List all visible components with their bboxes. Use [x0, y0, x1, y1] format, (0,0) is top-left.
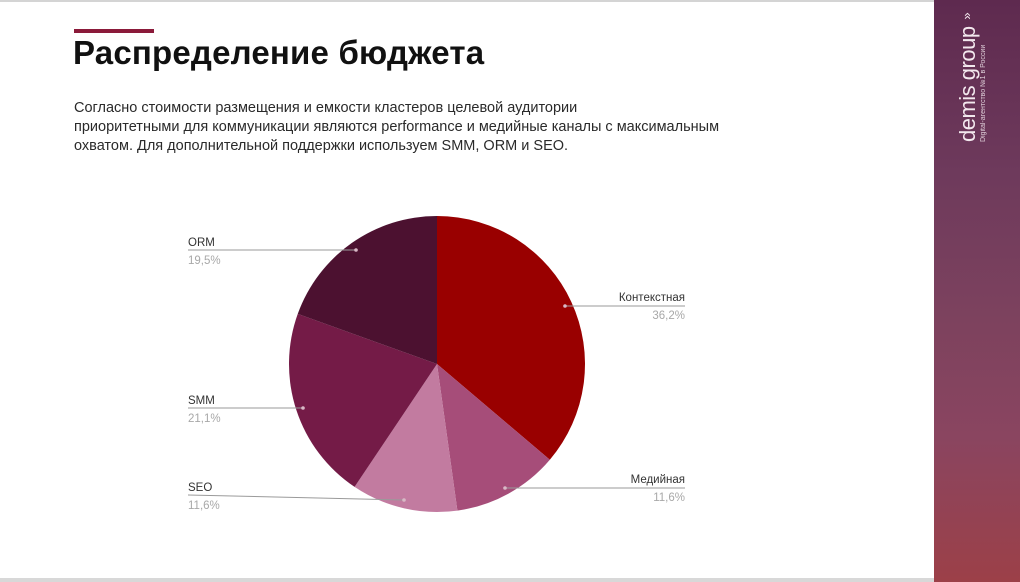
pie-label-media: Медийная 11,6%: [631, 473, 685, 505]
slice-name: ORM: [188, 237, 215, 249]
slide-title: Распределение бюджета: [73, 34, 485, 71]
description-line: приоритетными для коммуникации являются …: [74, 119, 720, 135]
pie-label-context: Контекстная 36,2%: [619, 291, 685, 323]
pie-slice: [437, 364, 550, 511]
brand-tagline: Digital-агентство №1 в России: [980, 44, 987, 142]
slice-name: Контекстная: [618, 292, 685, 304]
pie-label-seo: SEO 11,6%: [188, 481, 220, 513]
description-line: охватом. Для дополнительной поддержки ис…: [74, 138, 569, 154]
slice-name: SEO: [188, 482, 213, 494]
slice-name: Медийная: [630, 474, 685, 486]
leader-dot: [301, 406, 305, 410]
slide-bottom-border: [0, 578, 934, 582]
leader-dot: [402, 498, 406, 502]
leader-dot: [503, 486, 507, 490]
budget-pie-chart: [187, 216, 685, 512]
brand-sidebar: [934, 0, 1020, 582]
description-line: Согласно стоимости размещения и емкости …: [74, 100, 578, 116]
pie-slice: [289, 313, 437, 487]
slice-name: SMM: [188, 395, 215, 407]
slice-percent: 19,5%: [188, 255, 221, 267]
slice-percent: 36,2%: [652, 310, 685, 322]
brand-name: demis group: [955, 26, 980, 142]
pie-slice: [354, 364, 458, 512]
slice-percent: 11,6%: [653, 492, 685, 504]
leader-lines: [187, 248, 685, 502]
pie-slices: [289, 216, 585, 512]
double-chevron-up-icon: »: [959, 12, 974, 20]
title-accent-bar: [74, 29, 154, 33]
pie-label-smm: SMM 21,1%: [188, 394, 221, 426]
leader-line: [187, 494, 405, 501]
slice-percent: 21,1%: [188, 413, 221, 425]
leader-dot: [563, 304, 567, 308]
slide-top-border: [0, 0, 934, 2]
slide-description: Согласно стоимости размещения и емкости …: [74, 99, 774, 156]
brand-logo: demis group Digital-агентство №1 в Росси…: [955, 12, 988, 142]
leader-dot: [354, 248, 358, 252]
pie-slice: [437, 216, 585, 460]
slice-percent: 11,6%: [188, 500, 220, 512]
pie-slice: [297, 216, 437, 364]
pie-label-orm: ORM 19,5%: [188, 236, 221, 268]
